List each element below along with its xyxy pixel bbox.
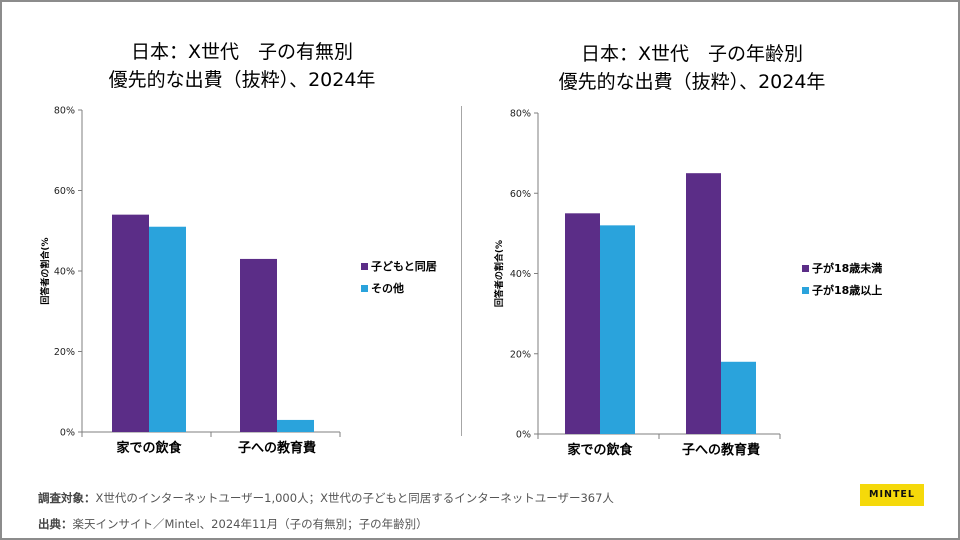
bar-left-0-0 bbox=[112, 214, 149, 432]
y-tick-label-left: 80% bbox=[54, 106, 75, 117]
legend-label-right: 子が18歳以上 bbox=[812, 283, 882, 297]
legend-swatch-right bbox=[802, 287, 809, 294]
bar-right-1-1 bbox=[721, 361, 756, 434]
legend-swatch-left bbox=[361, 285, 368, 292]
chart-divider bbox=[461, 106, 462, 436]
y-tick-label-right: 80% bbox=[510, 109, 531, 120]
footer-source-text: 楽天インサイト／Mintel、2024年11月（子の有無別；子の年齢別） bbox=[72, 517, 428, 531]
y-tick-label-left: 40% bbox=[54, 267, 75, 278]
bar-left-1-1 bbox=[277, 419, 314, 432]
mintel-logo: MINTEL bbox=[860, 484, 924, 506]
legend-label-right: 子が18歳未満 bbox=[812, 261, 882, 275]
bar-left-1-0 bbox=[240, 258, 277, 432]
footer-sample-label: 調査対象： bbox=[38, 491, 96, 505]
chart-left: 0% 20% 40% 60% 80% 回答者の割合(% 家での飲食 子への教育費 子どもと同居そ… bbox=[39, 106, 437, 457]
y-tick-label-left: 0% bbox=[60, 428, 75, 439]
y-axis-title-left: 回答者の割合(% bbox=[39, 237, 51, 304]
footer-sample-text: X世代のインターネットユーザー1,000人；X世代の子どもと同居するインターネッ… bbox=[95, 491, 614, 505]
y-tick-label-right: 0% bbox=[516, 430, 531, 441]
y-tick-label-left: 20% bbox=[54, 347, 75, 358]
chart-right: 0% 20% 40% 60% 80% 回答者の割合(% 家での飲食 子への教育費 子が18歳未満… bbox=[493, 109, 882, 459]
chart-title-right: 日本：X世代 子の年齢別 優先的な出費（抜粋）、2024年 bbox=[492, 40, 892, 96]
chart-title-left: 日本：X世代 子の有無別 優先的な出費（抜粋）、2024年 bbox=[42, 38, 442, 94]
bar-right-1-0 bbox=[686, 173, 721, 434]
bar-right-0-0 bbox=[565, 213, 600, 434]
x-category-label-right: 家での飲食 bbox=[567, 442, 633, 458]
chart-title-right-line2: 優先的な出費（抜粋）、2024年 bbox=[558, 71, 826, 93]
legend-label-left: その他 bbox=[371, 281, 404, 295]
legend-swatch-right bbox=[802, 265, 809, 272]
footer-source-label: 出典： bbox=[38, 517, 73, 531]
x-category-label-left: 子への教育費 bbox=[238, 440, 316, 456]
bar-right-0-1 bbox=[600, 225, 635, 434]
footer-sample-note: 調査対象：X世代のインターネットユーザー1,000人；X世代の子どもと同居するイ… bbox=[38, 490, 614, 506]
legend-label-left: 子どもと同居 bbox=[371, 260, 437, 273]
y-tick-label-left: 60% bbox=[54, 186, 75, 197]
chart-title-left-line1: 日本：X世代 子の有無別 bbox=[130, 41, 354, 63]
x-category-label-left: 家での飲食 bbox=[116, 440, 182, 456]
footer-source-note: 出典：楽天インサイト／Mintel、2024年11月（子の有無別；子の年齢別） bbox=[38, 516, 428, 532]
y-axis-title-right: 回答者の割合(% bbox=[493, 240, 505, 307]
x-category-label-right: 子への教育費 bbox=[682, 442, 760, 458]
chart-title-right-line1: 日本：X世代 子の年齢別 bbox=[580, 43, 804, 65]
legend-swatch-left bbox=[361, 263, 368, 270]
y-tick-label-right: 20% bbox=[510, 349, 531, 360]
y-tick-label-right: 40% bbox=[510, 269, 531, 280]
bar-left-0-1 bbox=[149, 226, 186, 432]
y-tick-label-right: 60% bbox=[510, 189, 531, 200]
chart-title-left-line2: 優先的な出費（抜粋）、2024年 bbox=[108, 69, 376, 91]
